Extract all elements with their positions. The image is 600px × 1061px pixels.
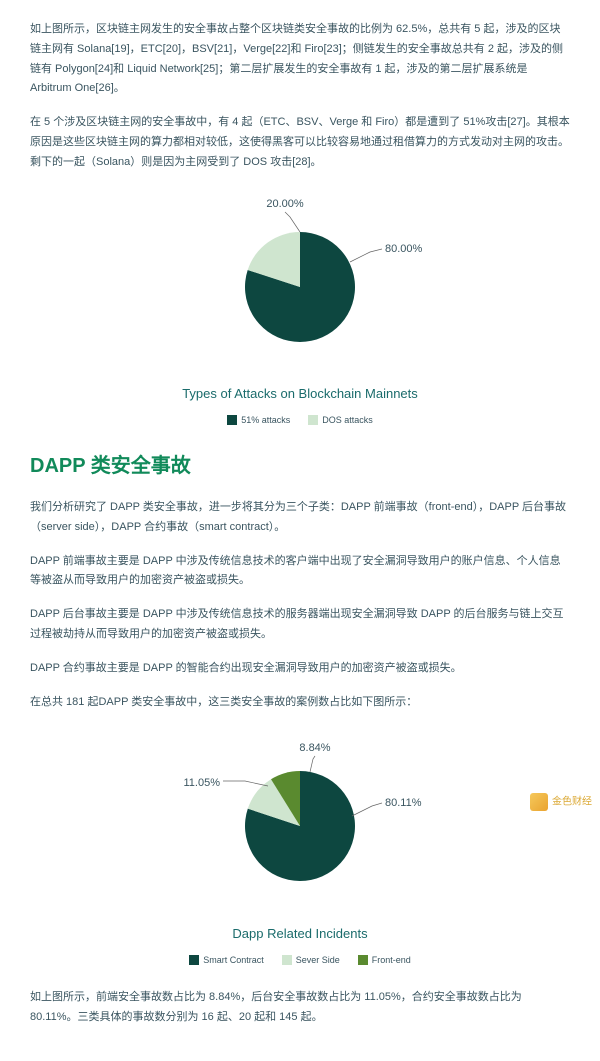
paragraph-4: DAPP 前端事故主要是 DAPP 中涉及传统信息技术的客户端中出现了安全漏洞导…	[30, 552, 570, 592]
legend-label-2a: Smart Contract	[203, 952, 264, 968]
pie-chart-1: 20.00% 80.00%	[150, 187, 450, 367]
paragraph-3: 我们分析研究了 DAPP 类安全事故，进一步将其分为三个子类：DAPP 前端事故…	[30, 498, 570, 538]
paragraph-2: 在 5 个涉及区块链主网的安全事故中，有 4 起（ETC、BSV、Verge 和…	[30, 113, 570, 172]
heading-dapp-incidents: DAPP 类安全事故	[30, 448, 570, 484]
pie-chart-2: 80.11% 11.05% 8.84%	[150, 726, 450, 906]
legend-label-1b: DOS attacks	[322, 412, 373, 428]
chart2-title: Dapp Related Incidents	[30, 922, 570, 945]
legend-label-2b: Sever Side	[296, 952, 340, 968]
svg-text:11.05%: 11.05%	[184, 777, 221, 789]
paragraph-8: 如上图所示，前端安全事故数占比为 8.84%，后台安全事故数占比为 11.05%…	[30, 988, 570, 1028]
watermark-text: 金色财经	[552, 797, 592, 808]
svg-text:20.00%: 20.00%	[266, 198, 304, 210]
legend-51pct: 51% attacks	[227, 412, 290, 428]
svg-text:80.00%: 80.00%	[385, 243, 423, 255]
svg-text:8.84%: 8.84%	[299, 742, 330, 754]
legend-server-side: Sever Side	[282, 952, 340, 968]
paragraph-6: DAPP 合约事故主要是 DAPP 的智能合约出现安全漏洞导致用户的加密资产被盗…	[30, 659, 570, 679]
svg-text:80.11%: 80.11%	[385, 797, 422, 809]
legend-label-2c: Front-end	[372, 952, 411, 968]
chart1-title: Types of Attacks on Blockchain Mainnets	[30, 382, 570, 405]
watermark: 金色财经	[530, 793, 592, 812]
legend-label-1a: 51% attacks	[241, 412, 290, 428]
legend-dos: DOS attacks	[308, 412, 373, 428]
legend-front-end: Front-end	[358, 952, 411, 968]
paragraph-5: DAPP 后台事故主要是 DAPP 中涉及传统信息技术的服务器端出现安全漏洞导致…	[30, 605, 570, 645]
paragraph-7: 在总共 181 起DAPP 类安全事故中，这三类安全事故的案例数占比如下图所示：	[30, 693, 570, 713]
chart2-legend: Smart Contract Sever Side Front-end	[30, 952, 570, 968]
paragraph-1: 如上图所示，区块链主网发生的安全事故占整个区块链类安全事故的比例为 62.5%，…	[30, 20, 570, 99]
chart-dapp-incidents: 80.11% 11.05% 8.84% Dapp Related Incidents…	[30, 726, 570, 967]
watermark-icon	[530, 793, 548, 811]
chart-attacks-mainnet: 20.00% 80.00% Types of Attacks on Blockch…	[30, 187, 570, 428]
legend-smart-contract: Smart Contract	[189, 952, 264, 968]
chart1-legend: 51% attacks DOS attacks	[30, 412, 570, 428]
